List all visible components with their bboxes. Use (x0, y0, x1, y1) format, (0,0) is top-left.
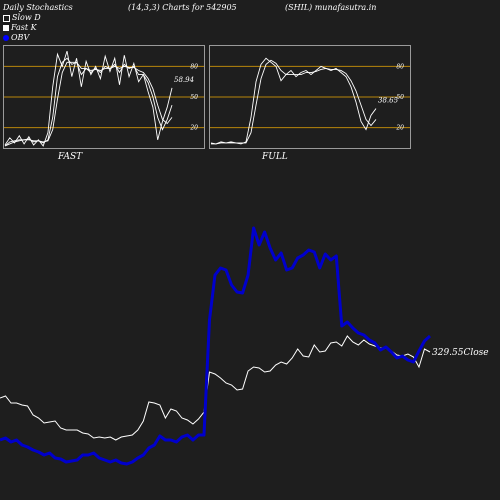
stoch-series-0 (4, 50, 173, 147)
level-label-20: 20 (395, 125, 404, 132)
stoch-series-2 (4, 61, 173, 147)
full-stochastic-panel: 20 50 80 38.65 (209, 45, 411, 149)
full-panel-label: FULL (262, 152, 288, 162)
chart-title: Daily Stochastics (3, 3, 73, 12)
fast-stochastic-panel: 20 50 80 58.94 (3, 45, 205, 149)
close-value-label: 329.55Close (432, 348, 489, 358)
close-price-line (0, 335, 431, 441)
legend-label: Slow D (12, 13, 41, 22)
full-stochastic-chart: 20 50 80 38.65 (210, 57, 410, 145)
stoch-value-label: 38.65 (378, 97, 399, 105)
stoch-series-1 (4, 57, 173, 147)
level-label-80: 80 (396, 63, 404, 70)
stoch-series-1 (211, 59, 377, 145)
stoch-value-label: 58.94 (174, 76, 194, 84)
stoch-series-0 (210, 57, 377, 145)
fast-panel-label: FAST (58, 152, 83, 162)
legend: Slow D Fast K OBV (3, 13, 41, 43)
legend-label: OBV (11, 33, 30, 42)
legend-item-fast-k: Fast K (3, 23, 41, 33)
level-label-80: 80 (190, 63, 198, 70)
site-label: (SHIL) munafasutra.in (285, 3, 377, 12)
circle-icon (3, 35, 9, 41)
legend-item-obv: OBV (3, 33, 41, 43)
legend-label: Fast K (11, 23, 37, 32)
legend-item-slow-d: Slow D (3, 13, 41, 23)
fast-stochastic-chart: 20 50 80 58.94 (4, 50, 204, 147)
square-icon (3, 25, 9, 31)
level-label-50: 50 (190, 94, 198, 101)
square-outline-icon (3, 14, 10, 22)
chart-params: (14,3,3) Charts for 542905 (128, 3, 237, 12)
obv-line (0, 226, 432, 466)
level-label-20: 20 (189, 125, 198, 132)
level-label-50: 50 (396, 94, 404, 101)
